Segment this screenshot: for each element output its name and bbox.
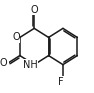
Text: O: O xyxy=(0,58,7,68)
Text: O: O xyxy=(30,5,38,15)
Text: F: F xyxy=(58,77,64,87)
Text: NH: NH xyxy=(23,60,38,70)
Text: O: O xyxy=(12,32,20,42)
